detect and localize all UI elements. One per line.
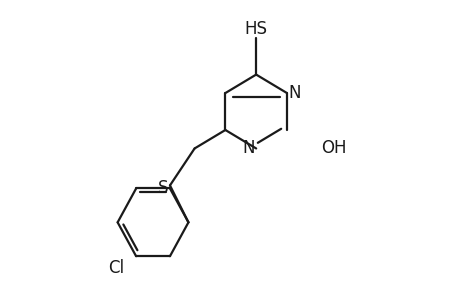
Text: N: N bbox=[241, 140, 254, 158]
Text: HS: HS bbox=[244, 20, 267, 38]
Text: S: S bbox=[157, 179, 168, 197]
Text: Cl: Cl bbox=[108, 259, 124, 277]
Text: OH: OH bbox=[320, 140, 346, 158]
Text: N: N bbox=[288, 84, 300, 102]
